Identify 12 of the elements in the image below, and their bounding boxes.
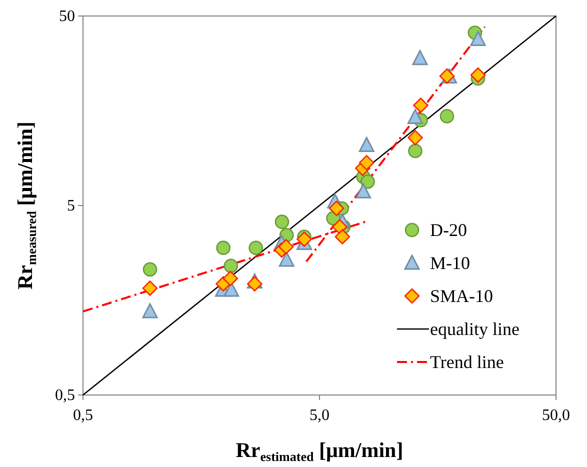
legend-label: D-20 xyxy=(430,220,467,240)
x-tick-label: 50,0 xyxy=(542,407,570,424)
y-tick-label: 5 xyxy=(67,198,75,214)
legend-label: Trend line xyxy=(430,352,504,372)
legend-label: equality line xyxy=(430,319,520,339)
x-axis-title: Rr$_{estimated}$ [μm/min] xyxy=(236,438,404,464)
y-tick-label: 50 xyxy=(59,8,75,25)
legend-label: SMA-10 xyxy=(430,286,494,306)
y-tick-label: 0,5 xyxy=(55,387,75,404)
x-tick-label: 5,0 xyxy=(310,407,330,424)
legend-label: M-10 xyxy=(430,253,470,273)
x-tick-label: 0,5 xyxy=(73,407,93,424)
